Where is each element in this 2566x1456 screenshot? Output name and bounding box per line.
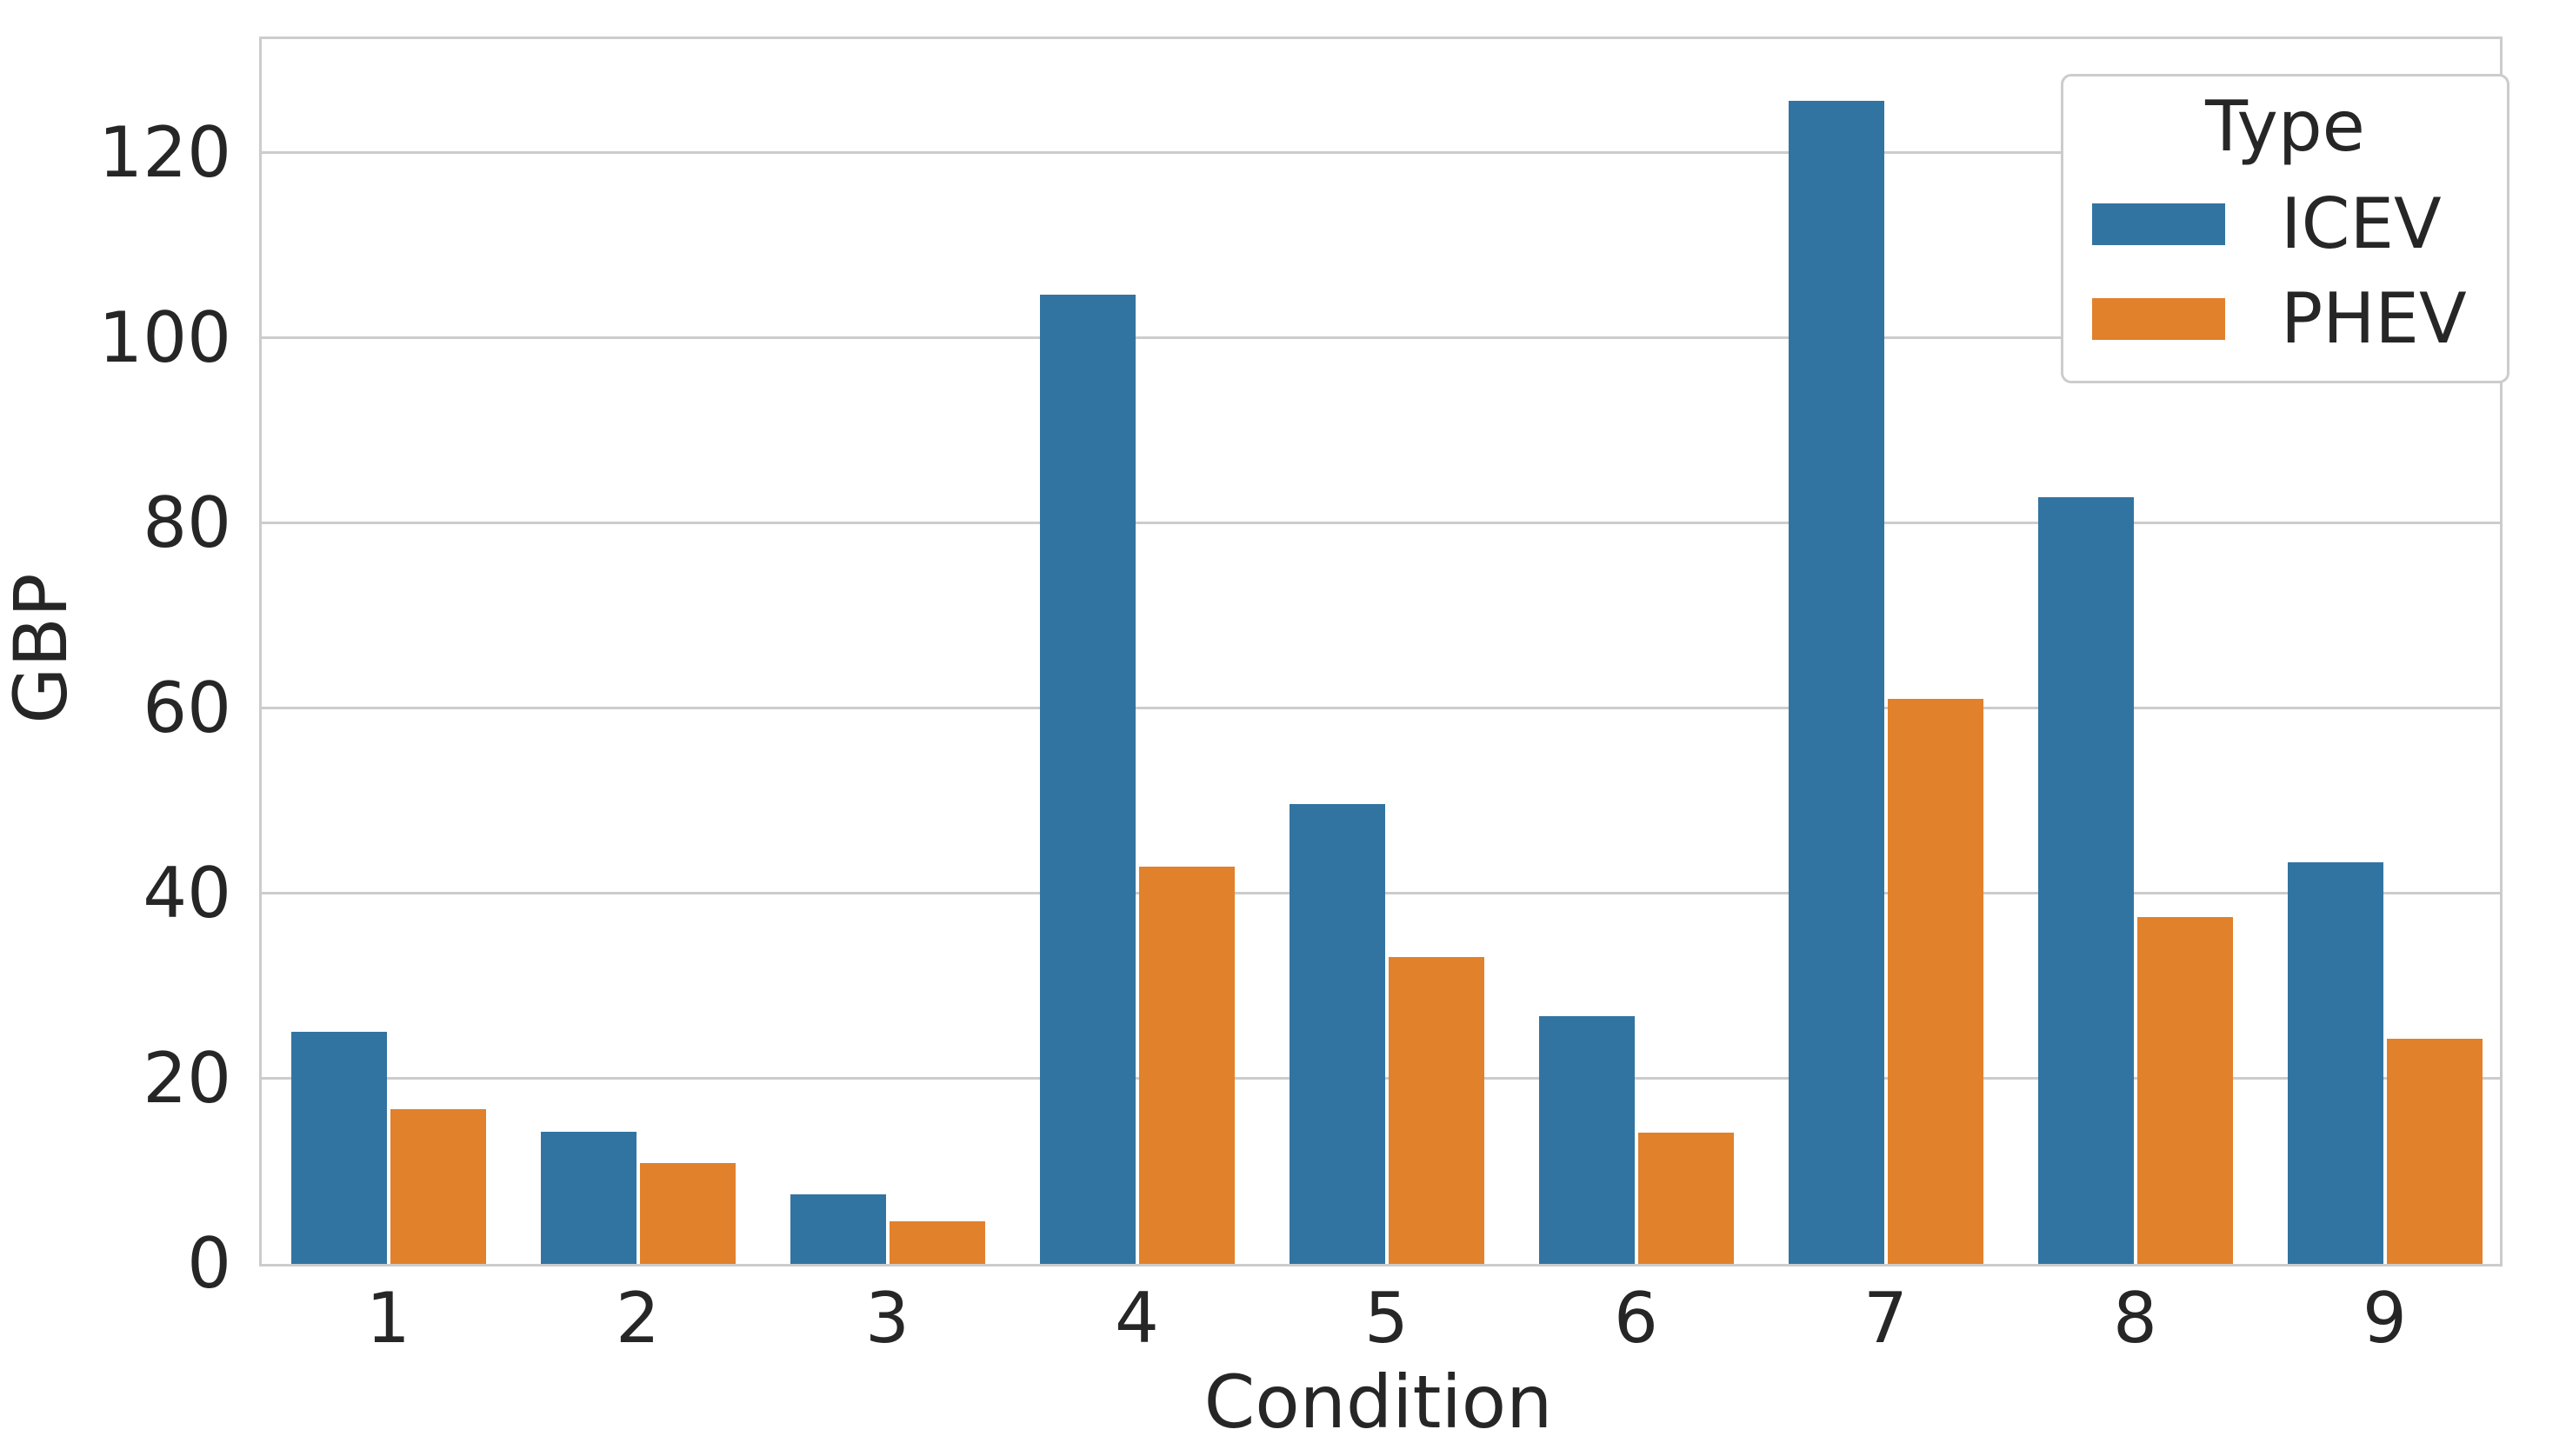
legend-title: Type bbox=[2205, 86, 2365, 167]
bar-phev-6 bbox=[1637, 1132, 1734, 1264]
bar-phev-3 bbox=[889, 1221, 985, 1264]
y-axis-title-text: GBP bbox=[0, 573, 83, 724]
bar-icev-5 bbox=[1289, 803, 1385, 1264]
bar-phev-7 bbox=[1887, 699, 1983, 1264]
x-axis-title: Condition bbox=[1203, 1360, 1553, 1445]
bar-icev-8 bbox=[2037, 497, 2134, 1264]
x-tick-label-6: 6 bbox=[1614, 1278, 1658, 1359]
bar-icev-2 bbox=[540, 1131, 637, 1264]
x-tick-label-4: 4 bbox=[1115, 1278, 1159, 1359]
legend-swatch-icev bbox=[2092, 203, 2225, 245]
x-tick-label-8: 8 bbox=[2113, 1278, 2157, 1359]
grid-line-80 bbox=[262, 522, 2500, 525]
bar-icev-9 bbox=[2287, 861, 2383, 1264]
y-tick-label-20: 20 bbox=[143, 1037, 231, 1119]
bar-phev-4 bbox=[1138, 867, 1235, 1264]
bar-phev-9 bbox=[2386, 1039, 2483, 1264]
bar-icev-4 bbox=[1039, 294, 1136, 1264]
bar-icev-7 bbox=[1788, 101, 1884, 1264]
bar-phev-8 bbox=[2136, 916, 2233, 1264]
bar-icev-1 bbox=[290, 1031, 387, 1264]
y-tick-label-40: 40 bbox=[143, 852, 231, 934]
legend: Type ICEV PHEV bbox=[2061, 74, 2509, 383]
x-tick-label-3: 3 bbox=[865, 1278, 910, 1359]
bar-phev-1 bbox=[390, 1109, 486, 1264]
grid-line-120 bbox=[262, 151, 2500, 155]
y-tick-label-100: 100 bbox=[98, 296, 231, 378]
y-tick-label-60: 60 bbox=[143, 667, 231, 748]
legend-swatch-phev bbox=[2092, 298, 2225, 340]
y-tick-label-0: 0 bbox=[187, 1223, 231, 1304]
y-tick-label-80: 80 bbox=[143, 482, 231, 563]
grid-line-100 bbox=[262, 336, 2500, 340]
x-tick-label-5: 5 bbox=[1364, 1278, 1409, 1359]
x-tick-label-2: 2 bbox=[616, 1278, 660, 1359]
x-tick-label-9: 9 bbox=[2363, 1278, 2407, 1359]
x-tick-label-7: 7 bbox=[1863, 1278, 1908, 1359]
x-tick-label-1: 1 bbox=[366, 1278, 410, 1359]
legend-label-phev: PHEV bbox=[2281, 278, 2467, 359]
bar-phev-5 bbox=[1388, 957, 1484, 1264]
legend-label-icev: ICEV bbox=[2281, 183, 2442, 264]
bar-phev-2 bbox=[639, 1162, 736, 1264]
bar-icev-3 bbox=[790, 1194, 886, 1264]
grid-line-60 bbox=[262, 707, 2500, 710]
y-tick-label-120: 120 bbox=[98, 111, 231, 193]
bar-icev-6 bbox=[1538, 1015, 1635, 1264]
